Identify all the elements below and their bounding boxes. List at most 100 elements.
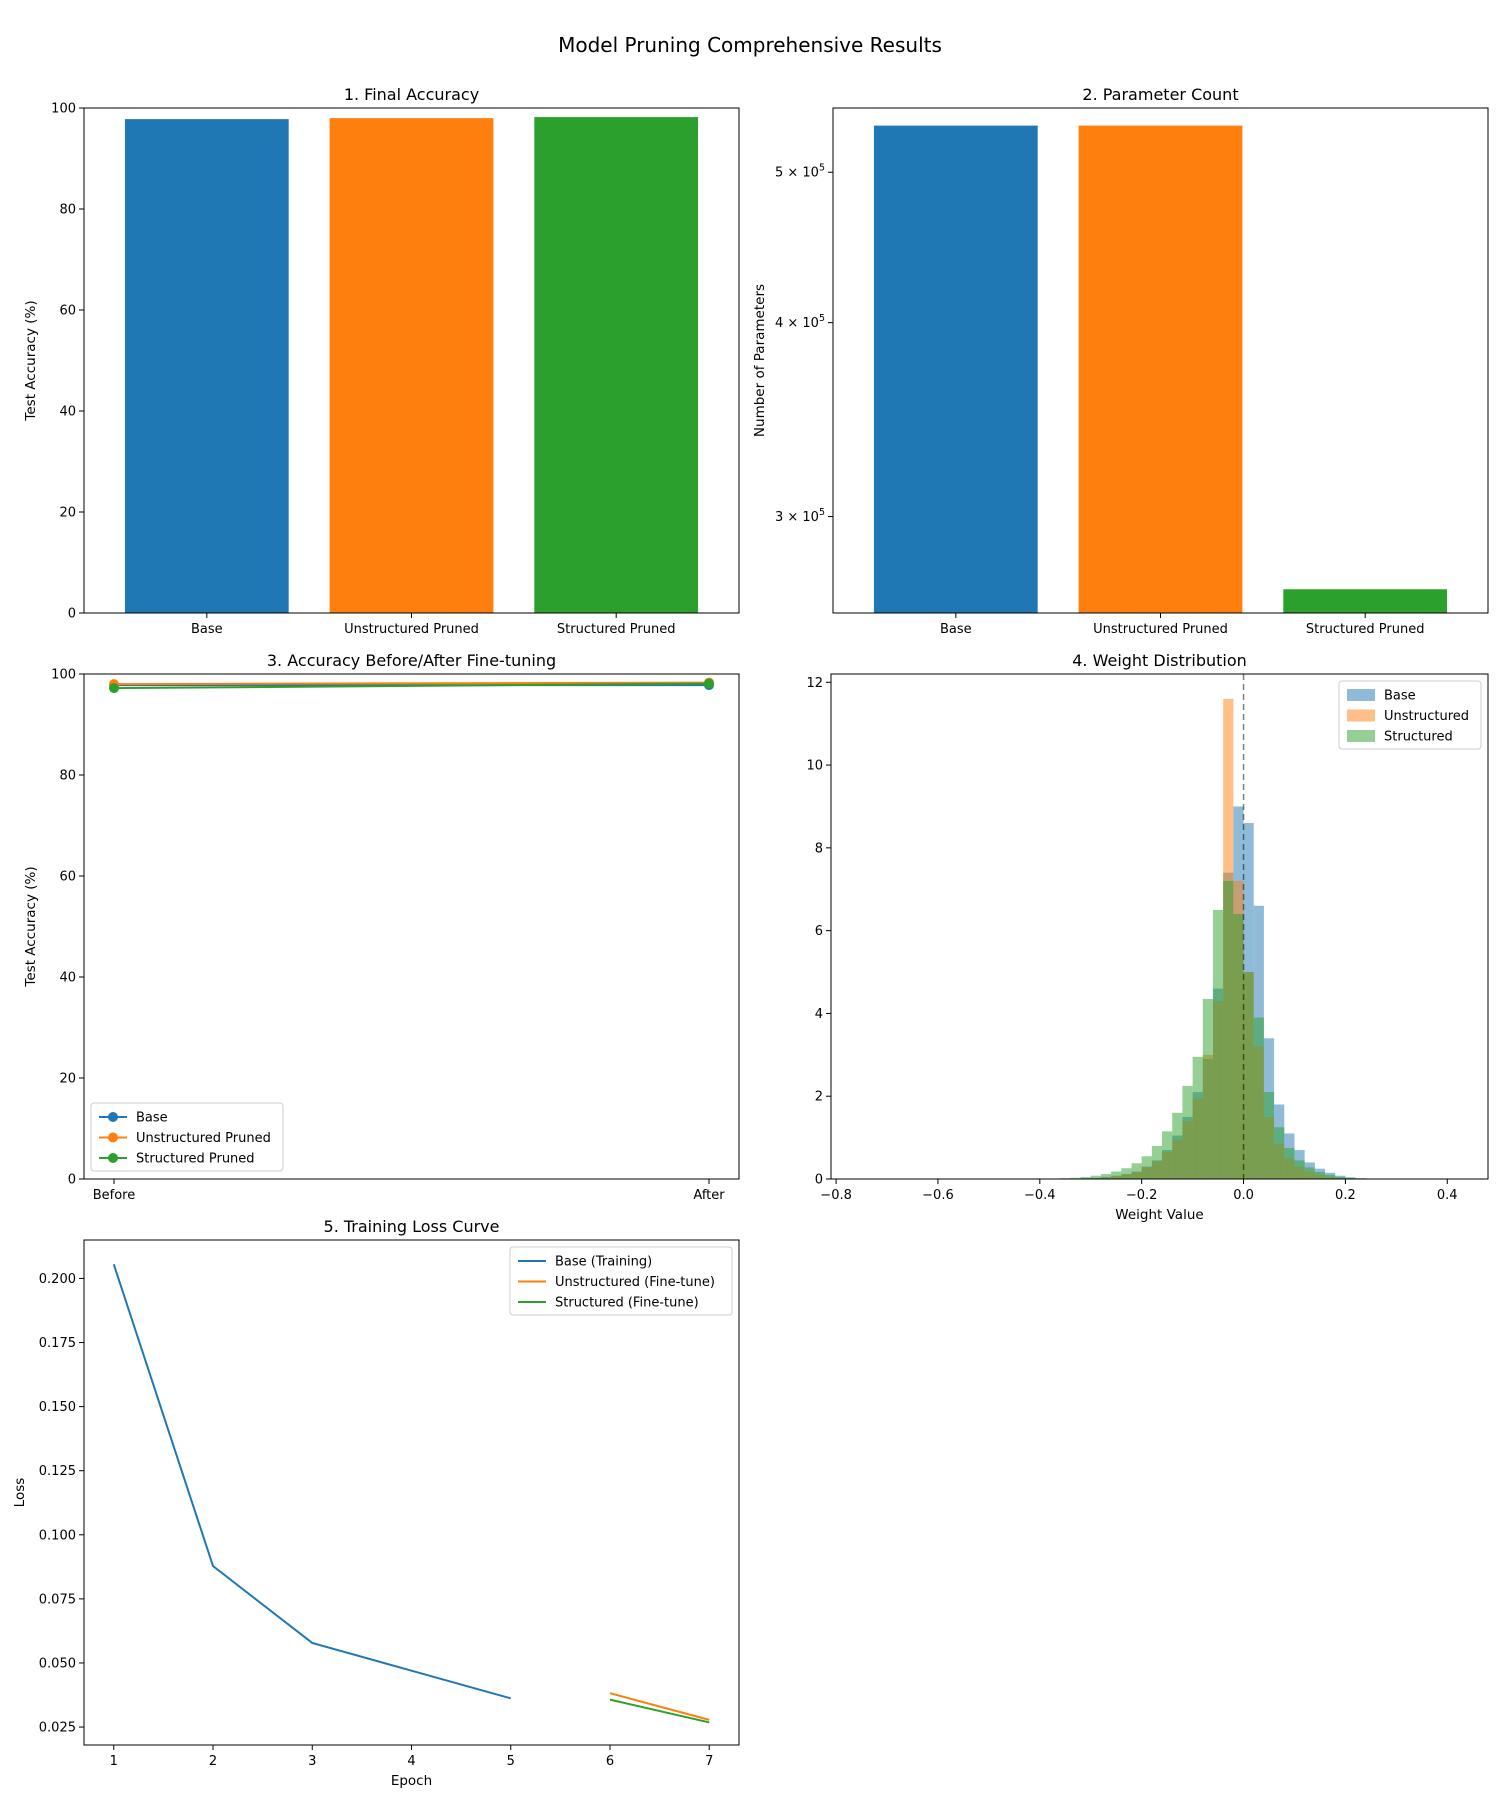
accuracy-ytick-label: 20 xyxy=(59,506,76,521)
accuracy-bar xyxy=(329,118,494,613)
loss-ytick-label: 0.075 xyxy=(39,1592,76,1607)
accuracy-xtick-label: Unstructured Pruned xyxy=(344,622,479,637)
histogram-bin xyxy=(1172,1112,1183,1179)
weights-ytick-label: 6 xyxy=(815,924,823,939)
accuracy-ylabel: Test Accuracy (%) xyxy=(23,300,39,421)
weights-axes-frame xyxy=(830,673,1489,1180)
chart-final-accuracy: Base Unstructured Pruned Structured Pruned… xyxy=(23,85,740,637)
parameter-bar xyxy=(873,125,1038,613)
loss-legend-label: Structured (Fine-tune) xyxy=(555,1296,699,1311)
before-after-ytick-label: 20 xyxy=(59,1072,76,1087)
weights-title: 4. Weight Distribution xyxy=(1072,651,1247,670)
accuracy-bar xyxy=(534,117,699,613)
before-after-axes-frame xyxy=(83,673,740,1180)
loss-ylabel: Loss xyxy=(12,1478,28,1508)
before-after-ytick-label: 40 xyxy=(59,971,76,986)
histogram-bin xyxy=(1284,1147,1295,1179)
params-xtick-label: Unstructured Pruned xyxy=(1093,622,1228,637)
weights-ytick-label: 10 xyxy=(806,759,823,774)
before-after-legend-box xyxy=(90,1102,284,1172)
before-after-legend-marker xyxy=(108,1112,118,1122)
histogram-bin xyxy=(1202,998,1213,1179)
accuracy-xtick-label: Structured Pruned xyxy=(557,622,676,637)
parameter-bar xyxy=(1283,589,1448,613)
before-after-ylabel: Test Accuracy (%) xyxy=(23,866,39,987)
chart-weight-distribution: −0.8 −0.6 −0.4 −0.2 0.0 0.2 0.4 0 2 4 6 8 10 12 4. Wei… xyxy=(806,651,1489,1223)
params-xtick-label: Structured Pruned xyxy=(1306,622,1425,637)
loss-ytick-label: 0.175 xyxy=(39,1336,76,1351)
histogram-bin xyxy=(1121,1168,1132,1179)
params-title: 2. Parameter Count xyxy=(1082,85,1238,104)
before-after-ytick-label: 60 xyxy=(59,870,76,885)
weights-ytick-label: 0 xyxy=(815,1173,823,1188)
weights-legend-label: Base xyxy=(1384,689,1416,704)
chart-before-after: Before After 0 20 40 60 80 100 3. Accuracy Befor… xyxy=(23,651,740,1203)
weights-xtick-label: 0.2 xyxy=(1335,1188,1356,1203)
loss-axes-frame xyxy=(83,1239,740,1746)
before-after-point xyxy=(109,683,119,694)
accuracy-bar xyxy=(124,119,289,614)
parameter-bar xyxy=(1078,125,1243,613)
accuracy-ytick-label: 60 xyxy=(59,304,76,319)
loss-xtick-label: 4 xyxy=(407,1754,415,1769)
histogram-bin xyxy=(1070,1177,1081,1179)
histogram-bin xyxy=(1162,1131,1173,1179)
weights-ytick-label: 12 xyxy=(806,676,823,691)
histogram-bin xyxy=(1345,1177,1356,1179)
accuracy-ytick-label: 0 xyxy=(68,607,76,622)
histogram-bin xyxy=(1090,1175,1101,1179)
histogram-bin xyxy=(1192,1056,1203,1179)
histogram-bin xyxy=(1335,1176,1346,1179)
before-after-line xyxy=(113,682,710,690)
histogram-bin xyxy=(1111,1171,1122,1179)
loss-line xyxy=(609,1692,710,1721)
weights-xtick-label: −0.8 xyxy=(820,1188,852,1203)
loss-ytick-label: 0.050 xyxy=(39,1656,76,1671)
weights-ytick-label: 2 xyxy=(815,1090,823,1105)
weights-ytick-label: 8 xyxy=(815,841,823,856)
loss-legend-label: Unstructured (Fine-tune) xyxy=(555,1275,715,1290)
before-after-legend-label: Structured Pruned xyxy=(136,1152,255,1167)
before-after-xtick-label: Before xyxy=(93,1188,136,1203)
histogram-bin xyxy=(1131,1163,1142,1179)
accuracy-ytick-label: 100 xyxy=(51,102,76,117)
before-after-ytick-label: 100 xyxy=(51,668,76,683)
loss-legend-box xyxy=(509,1246,733,1316)
histogram-bin xyxy=(1243,972,1254,1179)
loss-ytick-label: 0.200 xyxy=(39,1272,76,1287)
weights-xtick-label: −0.4 xyxy=(1024,1188,1056,1203)
accuracy-xtick-label: Base xyxy=(191,622,223,637)
histogram-bin xyxy=(1100,1174,1112,1179)
loss-xtick-label: 2 xyxy=(209,1754,217,1769)
histogram-bin xyxy=(1141,1156,1152,1179)
before-after-ytick-label: 0 xyxy=(68,1173,76,1188)
before-after-point xyxy=(704,678,714,689)
accuracy-title: 1. Final Accuracy xyxy=(344,85,479,104)
loss-xtick-label: 3 xyxy=(308,1754,316,1769)
loss-xtick-label: 1 xyxy=(110,1754,118,1769)
chart-parameter-count: Base Unstructured Pruned Structured Pruned… xyxy=(752,85,1489,637)
loss-ytick-label: 0.100 xyxy=(39,1528,76,1543)
loss-line xyxy=(609,1698,710,1724)
weights-legend-label: Unstructured xyxy=(1384,709,1469,724)
loss-legend-label: Base (Training) xyxy=(555,1255,652,1270)
histogram-bin xyxy=(1314,1171,1326,1179)
loss-title: 5. Training Loss Curve xyxy=(324,1217,500,1236)
params-axes-frame xyxy=(832,107,1489,614)
before-after-line xyxy=(113,681,710,686)
histogram-bin xyxy=(1304,1167,1315,1179)
weights-legend-label: Structured xyxy=(1384,730,1453,745)
weights-xtick-label: 0.0 xyxy=(1233,1188,1254,1203)
before-after-legend-marker xyxy=(108,1153,118,1163)
before-after-legend-label: Unstructured Pruned xyxy=(136,1131,271,1146)
params-xtick-label: Base xyxy=(940,622,972,637)
before-after-legend-marker xyxy=(108,1132,118,1143)
accuracy-ytick-label: 40 xyxy=(59,405,76,420)
figure-title: Model Pruning Comprehensive Results xyxy=(558,33,942,57)
weights-xtick-label: −0.6 xyxy=(922,1188,954,1203)
params-ylabel: Number of Parameters xyxy=(752,284,768,437)
weights-legend-swatch xyxy=(1347,709,1375,722)
histogram-bin xyxy=(1223,880,1234,1179)
weights-legend-swatch xyxy=(1347,730,1375,742)
